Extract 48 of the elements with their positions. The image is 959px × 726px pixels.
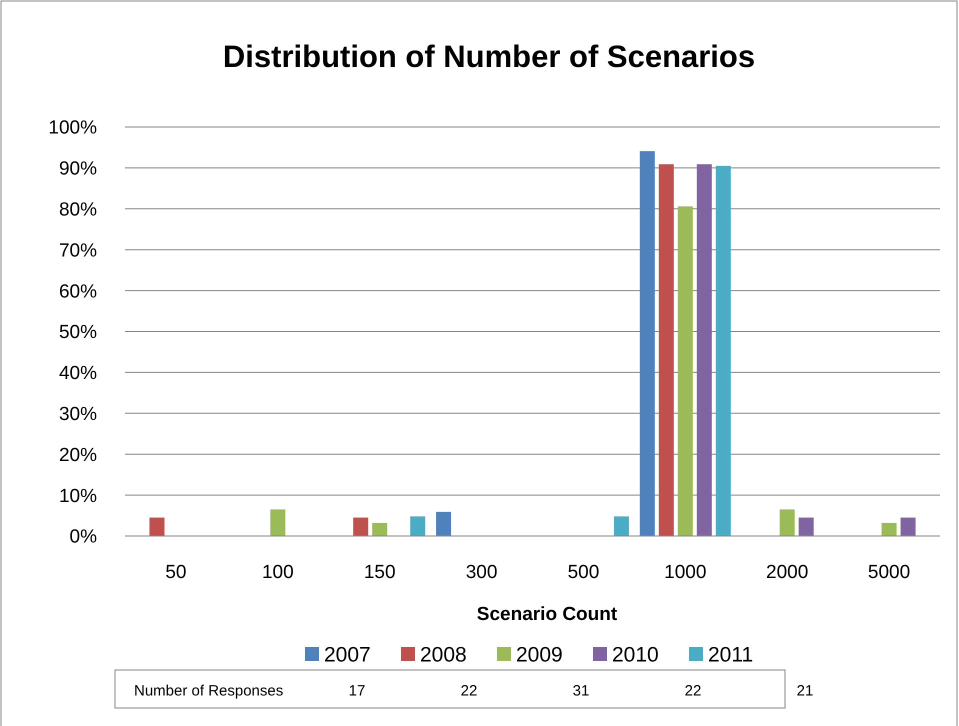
text: 17 bbox=[348, 682, 366, 700]
bar bbox=[900, 518, 916, 536]
x-axis-title: Scenario Count bbox=[476, 604, 618, 625]
x-tick-label: 1000 bbox=[664, 562, 706, 583]
text: 31 bbox=[572, 682, 590, 700]
x-tick-label: 150 bbox=[364, 562, 396, 583]
y-tick-label: 30% bbox=[58, 404, 98, 425]
text: 22 bbox=[460, 682, 478, 700]
legend-label: 2011 bbox=[708, 643, 754, 666]
y-tick-label: 10% bbox=[58, 486, 98, 507]
legend-label: 2009 bbox=[516, 643, 563, 666]
bar bbox=[678, 206, 693, 536]
text: 22 bbox=[684, 682, 702, 700]
y-tick-label: 100% bbox=[48, 118, 98, 139]
bar bbox=[798, 518, 814, 536]
bar bbox=[436, 512, 452, 536]
x-tick-label: 300 bbox=[466, 562, 498, 583]
bar bbox=[270, 509, 286, 536]
bar bbox=[696, 164, 712, 536]
bar bbox=[640, 151, 655, 536]
y-tick-label: 80% bbox=[58, 199, 98, 220]
legend-label: 2010 bbox=[612, 643, 659, 666]
bar bbox=[614, 516, 629, 536]
legend-label: 2008 bbox=[420, 643, 467, 666]
bar bbox=[658, 164, 674, 536]
y-tick-label: 0% bbox=[70, 526, 98, 548]
y-tick-label: 70% bbox=[58, 240, 98, 262]
bar bbox=[716, 166, 731, 536]
legend-label: 2007 bbox=[324, 643, 371, 666]
chart-title: Distribution of Number of Scenarios bbox=[222, 39, 756, 74]
bar bbox=[410, 516, 426, 536]
bar bbox=[372, 522, 388, 536]
x-tick-label: 5000 bbox=[868, 562, 910, 583]
bar bbox=[882, 522, 897, 536]
bar bbox=[780, 509, 795, 536]
x-tick-label: 2000 bbox=[766, 562, 808, 583]
text: Number of Responses bbox=[134, 682, 284, 700]
y-tick-label: 20% bbox=[58, 444, 98, 466]
bar bbox=[149, 518, 164, 536]
x-tick-label: 100 bbox=[262, 562, 294, 583]
y-tick-label: 60% bbox=[58, 281, 98, 302]
bar bbox=[353, 518, 368, 536]
x-tick-label: 500 bbox=[568, 562, 600, 583]
x-tick-label: 50 bbox=[165, 562, 187, 583]
y-tick-label: 50% bbox=[58, 322, 98, 344]
y-tick-label: 40% bbox=[58, 363, 98, 384]
y-tick-label: 90% bbox=[58, 158, 98, 180]
text: 21 bbox=[796, 682, 814, 700]
